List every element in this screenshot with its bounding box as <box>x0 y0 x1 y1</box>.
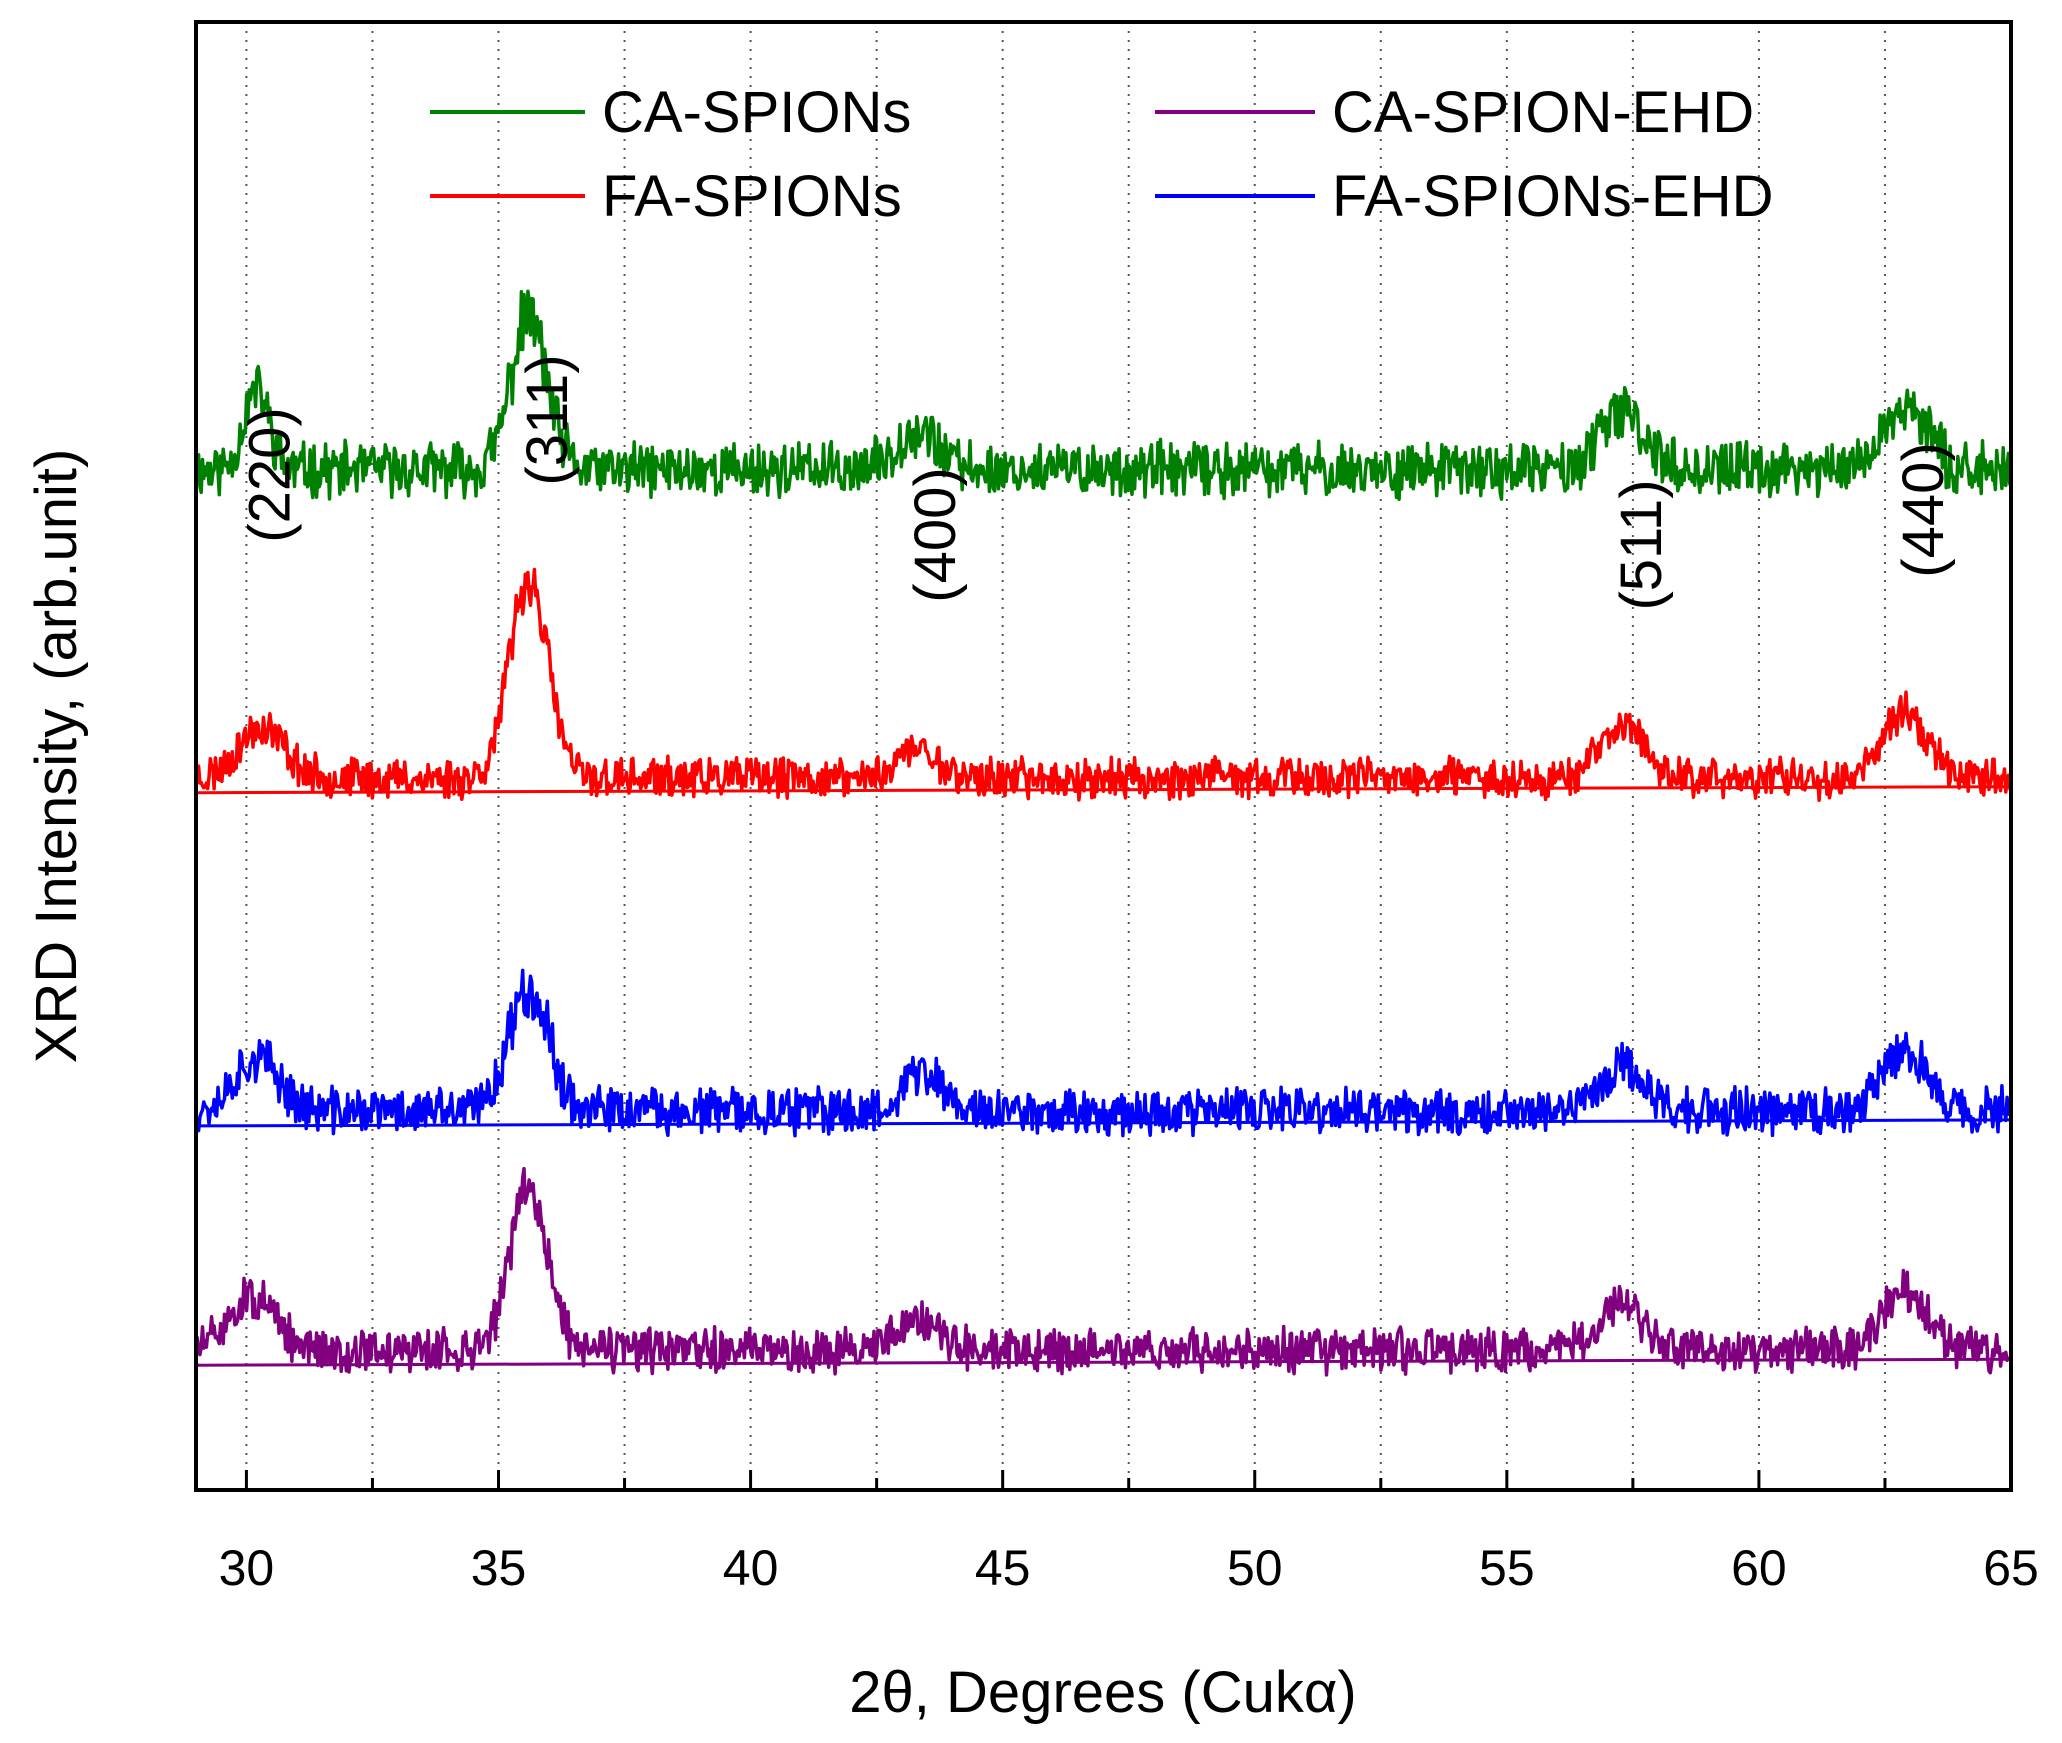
x-axis-ticks: 30 35 40 45 50 55 60 65 <box>219 1470 2039 1596</box>
legend-label: CA-SPIONs <box>602 80 911 145</box>
x-tick-label: 45 <box>975 1540 1031 1596</box>
x-tick-label: 65 <box>1983 1540 2039 1596</box>
series-fa-spions <box>194 567 2013 803</box>
series-line <box>194 1166 2013 1377</box>
series-fa-spions-ehd <box>194 968 2013 1138</box>
legend-label: CA-SPION-EHD <box>1332 80 1754 145</box>
series-line <box>194 567 2013 803</box>
x-tick-label: 50 <box>1227 1540 1283 1596</box>
grid-lines <box>245 22 1886 1490</box>
series-line <box>194 289 2013 501</box>
peak-label: (511) <box>1609 479 1674 610</box>
y-axis-title: XRD Intensity, (arb.unit) <box>24 449 89 1064</box>
x-tick-label: 55 <box>1479 1540 1535 1596</box>
legend-label: FA-SPIONs-EHD <box>1332 164 1774 229</box>
peak-label: (440) <box>1891 442 1956 577</box>
x-tick-label: 35 <box>471 1540 527 1596</box>
x-tick-label: 60 <box>1731 1540 1787 1596</box>
plot-frame <box>194 20 2013 1492</box>
x-axis-title: 2θ, Degrees (Cukα) <box>849 1660 1356 1725</box>
series-ca-spions <box>194 289 2013 501</box>
series-baseline <box>195 1357 2012 1367</box>
series-baseline <box>195 785 2012 795</box>
peak-label: (400) <box>903 467 968 602</box>
peak-label: (311) <box>515 354 580 485</box>
peak-labels: (220) (311) (400) (511) (440) <box>237 354 1956 610</box>
peak-label: (220) <box>237 407 302 542</box>
x-tick-label: 40 <box>723 1540 779 1596</box>
x-tick-label: 30 <box>219 1540 275 1596</box>
series-layer <box>194 289 2013 1377</box>
series-ca-spion-ehd <box>194 1166 2013 1377</box>
legend: CA-SPIONs FA-SPIONs CA-SPION-EHD FA-SPIONs-… <box>430 80 1774 229</box>
series-baseline <box>195 1118 2012 1128</box>
legend-label: FA-SPIONs <box>602 164 902 229</box>
series-line <box>194 968 2013 1138</box>
